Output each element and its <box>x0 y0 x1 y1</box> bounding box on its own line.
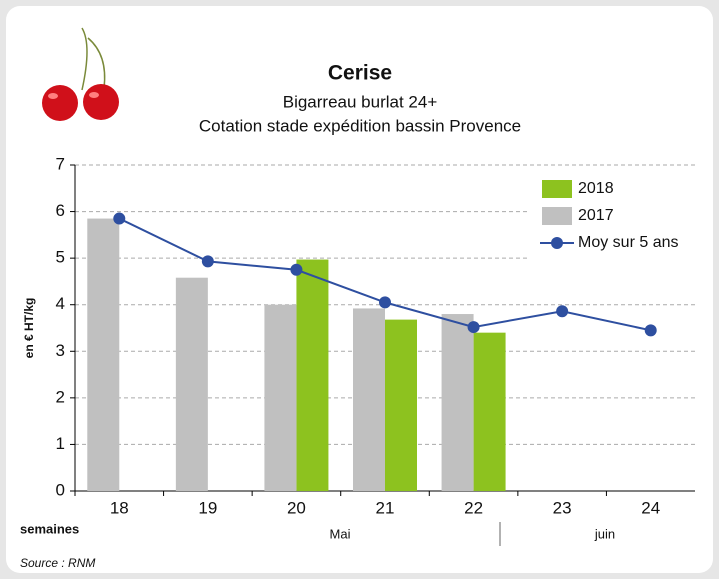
y-tick-label: 3 <box>56 341 65 360</box>
bar <box>353 308 385 491</box>
x-tick-label: 23 <box>553 498 572 517</box>
month-label: juin <box>594 526 615 541</box>
bar <box>175 277 208 491</box>
y-axis-label: en € HT/kg <box>22 298 36 359</box>
y-tick-label: 4 <box>56 294 65 313</box>
x-axis-label: semaines <box>20 521 79 536</box>
y-tick-label: 5 <box>56 248 65 267</box>
legend-label: 2018 <box>578 180 614 197</box>
y-tick-label: 7 <box>56 154 65 173</box>
line-marker <box>379 296 391 309</box>
y-tick-label: 2 <box>56 387 65 406</box>
x-tick-label: 20 <box>287 498 306 517</box>
line-marker <box>644 324 657 337</box>
bar <box>87 218 120 492</box>
x-tick-label: 22 <box>464 498 483 517</box>
legend-label: 2017 <box>578 207 614 224</box>
bar <box>473 332 506 491</box>
bar <box>385 319 417 491</box>
chart-title: Cerise <box>328 62 392 85</box>
subtitle: Bigarreau burlat 24+ <box>283 92 438 111</box>
x-tick-label: 18 <box>110 498 129 517</box>
bar <box>264 304 297 491</box>
legend-swatch <box>542 180 572 198</box>
y-tick-label: 0 <box>56 480 65 499</box>
y-tick-label: 1 <box>56 434 65 453</box>
legend-swatch <box>542 207 572 225</box>
subtitle: Cotation stade expédition bassin Provenc… <box>199 116 521 135</box>
line-marker <box>556 305 569 318</box>
x-tick-label: 21 <box>376 498 395 517</box>
cherries <box>42 27 119 121</box>
x-tick-label: 24 <box>641 498 660 517</box>
line-marker <box>201 255 214 268</box>
bar <box>296 259 329 491</box>
line-marker <box>467 321 480 334</box>
bar <box>441 314 474 491</box>
legend-label: Moy sur 5 ans <box>578 234 678 251</box>
month-label: Mai <box>330 526 351 541</box>
source: Source : RNM <box>20 556 95 570</box>
legend-swatch <box>551 237 563 249</box>
line-marker <box>290 263 303 276</box>
line-marker <box>113 212 126 225</box>
x-tick-label: 19 <box>198 498 217 517</box>
y-tick-label: 6 <box>56 201 65 220</box>
